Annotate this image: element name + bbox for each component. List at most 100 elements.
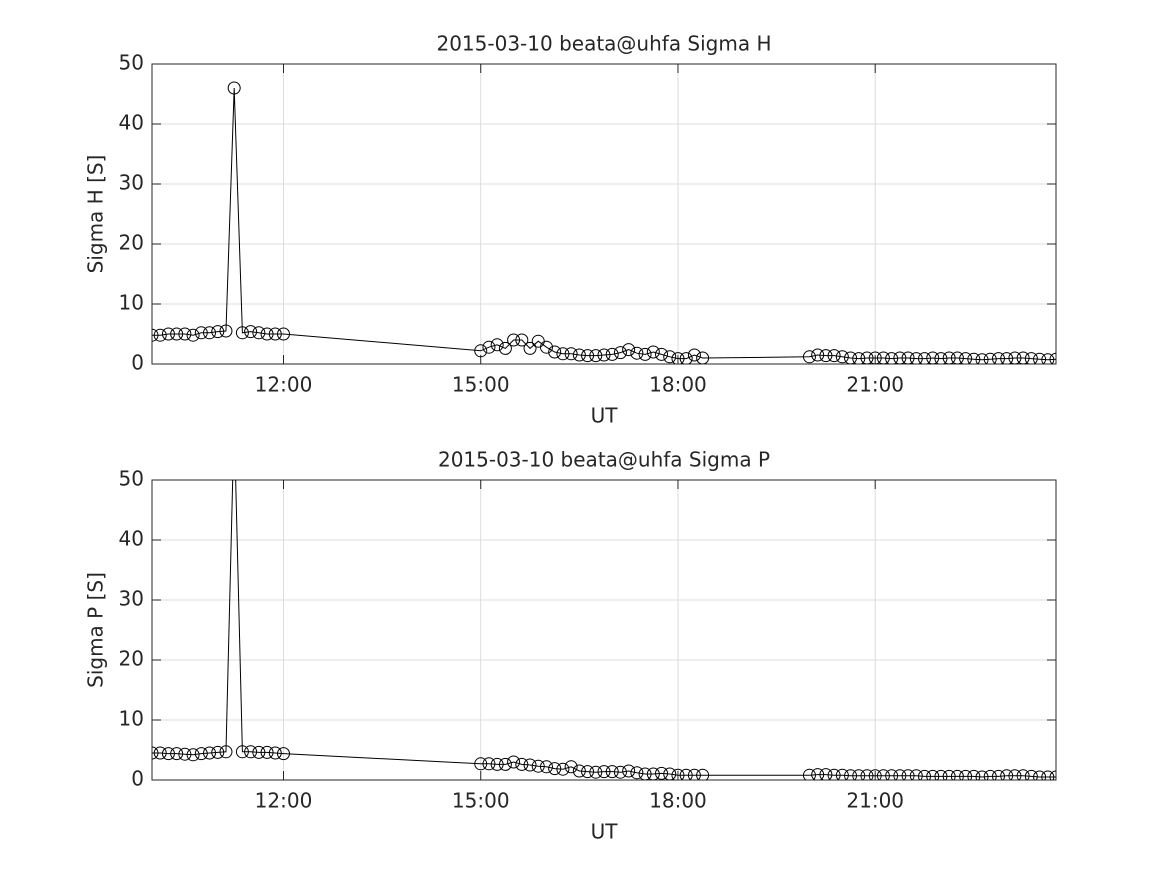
data-point xyxy=(983,352,997,364)
data-point xyxy=(835,350,849,364)
data-point xyxy=(811,768,825,780)
axes-box xyxy=(151,479,1057,781)
data-point xyxy=(260,327,274,341)
data-point xyxy=(893,769,907,780)
data-point xyxy=(474,757,488,771)
data-point xyxy=(802,350,816,364)
data-point xyxy=(630,346,644,360)
data-point xyxy=(581,765,595,779)
data-point xyxy=(975,353,989,364)
data-point xyxy=(991,352,1005,364)
data-point xyxy=(228,414,240,426)
y-tick-label: 0 xyxy=(131,351,144,375)
data-point xyxy=(572,764,586,778)
data-point xyxy=(868,769,882,780)
data-point xyxy=(276,747,290,761)
data-point xyxy=(523,341,537,355)
data-point xyxy=(901,351,915,364)
data-point xyxy=(1008,769,1022,780)
data-point xyxy=(687,768,701,780)
data-point xyxy=(490,338,504,352)
data-point xyxy=(646,767,660,780)
data-point xyxy=(589,765,603,779)
data-point xyxy=(852,352,866,364)
y-tick-label: 40 xyxy=(119,111,144,135)
data-point xyxy=(901,769,915,780)
data-point xyxy=(696,768,710,780)
plot-series xyxy=(152,414,1056,780)
data-point xyxy=(539,760,553,774)
data-point xyxy=(975,770,989,780)
data-point xyxy=(178,747,192,761)
data-point xyxy=(531,759,545,773)
data-point xyxy=(515,757,529,771)
data-point xyxy=(152,746,159,760)
data-point xyxy=(909,769,923,780)
data-point xyxy=(934,352,948,364)
x-tick-label: 12:00 xyxy=(255,373,313,397)
y-tick-label: 40 xyxy=(119,527,144,551)
data-point xyxy=(194,747,208,761)
y-tick-label: 30 xyxy=(119,587,144,611)
data-point xyxy=(523,758,537,772)
data-point xyxy=(1016,769,1030,780)
data-point xyxy=(605,347,619,361)
data-point xyxy=(153,328,167,342)
y-tick-label: 50 xyxy=(119,51,144,75)
data-point xyxy=(613,346,627,360)
data-point xyxy=(556,347,570,361)
data-point xyxy=(268,746,282,760)
x-tick-label: 15:00 xyxy=(452,373,510,397)
data-point xyxy=(572,348,586,362)
data-point xyxy=(244,325,258,339)
x-tick-label: 15:00 xyxy=(452,789,510,813)
data-point xyxy=(959,769,973,780)
y-axis-label: Sigma H [S] xyxy=(84,155,108,274)
data-point xyxy=(663,350,677,364)
data-point xyxy=(235,326,249,340)
data-line xyxy=(152,480,1056,778)
data-point xyxy=(219,324,233,338)
plot-area xyxy=(152,64,1056,364)
data-point xyxy=(926,351,940,364)
y-tick-label: 20 xyxy=(119,647,144,671)
data-point xyxy=(1016,351,1030,364)
data-point xyxy=(983,769,997,780)
data-point xyxy=(655,347,669,361)
data-point xyxy=(942,769,956,780)
data-point xyxy=(170,327,184,341)
data-point xyxy=(926,769,940,780)
data-point xyxy=(252,326,266,340)
plot-series xyxy=(152,81,1056,364)
data-point xyxy=(1008,351,1022,364)
data-point xyxy=(556,762,570,776)
data-point xyxy=(918,769,932,780)
data-point xyxy=(909,352,923,364)
data-line xyxy=(152,87,1056,361)
data-point xyxy=(696,351,710,364)
plot-area xyxy=(152,480,1056,780)
data-point xyxy=(876,769,890,780)
data-point xyxy=(548,345,562,359)
y-tick-label: 50 xyxy=(119,467,144,491)
data-point xyxy=(260,745,274,759)
data-point xyxy=(622,343,636,357)
data-point xyxy=(1000,769,1014,780)
data-point xyxy=(161,327,175,341)
data-point xyxy=(507,755,521,769)
data-point xyxy=(885,352,899,364)
y-tick-label: 10 xyxy=(119,291,144,315)
data-point xyxy=(227,81,241,95)
data-point xyxy=(827,768,841,780)
y-tick-label: 30 xyxy=(119,171,144,195)
data-point xyxy=(671,352,685,364)
x-tick-label: 18:00 xyxy=(649,373,707,397)
data-point xyxy=(564,347,578,361)
data-point xyxy=(211,325,225,339)
data-point xyxy=(507,333,521,347)
data-point xyxy=(539,340,553,354)
data-point xyxy=(950,769,964,780)
y-tick-label: 20 xyxy=(119,231,144,255)
data-point xyxy=(482,757,496,771)
x-tick-label: 12:00 xyxy=(255,789,313,813)
